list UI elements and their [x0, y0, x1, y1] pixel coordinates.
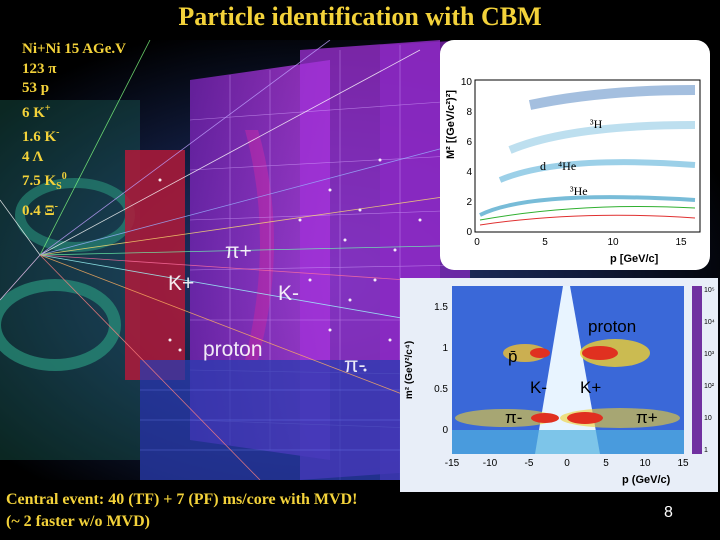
plot-top-label-he4: ⁴He: [558, 159, 576, 173]
collision-system: Ni+Ni 15 AGe.V: [22, 41, 126, 57]
plot-top-y-tick: 8: [466, 107, 472, 118]
plot-top-x-tick: 5: [542, 237, 548, 248]
plot-bottom-x-axis-label: p (GeV/c): [622, 474, 671, 486]
plot-bottom-x-tick: 0: [564, 458, 570, 469]
scene-label-piminus: π-: [344, 354, 366, 377]
plot-bottom-x-tick: 15: [677, 458, 689, 469]
particle-line: 0.4 Ξ-: [22, 200, 59, 219]
plot-top-label-he3: ³He: [570, 184, 588, 198]
particle-line: 1.6 K-: [22, 127, 60, 145]
z-scale-tick: 1: [704, 447, 708, 454]
plot-bottom-label-kplus: K+: [580, 378, 601, 397]
plot-bottom-label-piminus: π-: [505, 408, 522, 427]
plot-bottom-label-piplus: π+: [636, 408, 658, 427]
plot-bottom-y-axis-label: m² (GeV²/c⁴): [404, 341, 415, 399]
plot-bottom-x-tick: -10: [483, 458, 498, 469]
plot-top-x-axis-label: p [GeV/c]: [610, 253, 659, 265]
plot-top-label-d: d: [540, 159, 546, 173]
plot-bottom-x-tick: 10: [639, 458, 651, 469]
plot-top-y-tick: 2: [466, 197, 472, 208]
plot-bottom-x-tick: -5: [525, 458, 534, 469]
plot-top-y-axis-label: M² [(GeV/c²)²]: [445, 90, 457, 159]
particle-line: 4 Λ: [22, 148, 44, 165]
plot-top-y-tick: 4: [466, 167, 472, 178]
scene-label-kminus: K-: [278, 282, 299, 305]
plot-bottom-y-tick: 0: [442, 425, 448, 436]
plot-bottom-label-proton: proton: [588, 317, 636, 336]
plot-top-label-h3: ³H: [590, 117, 603, 131]
particle-line: 6 K+: [22, 102, 51, 121]
caption-line-1: Central event: 40 (TF) + 7 (PF) ms/core …: [6, 491, 358, 508]
z-scale-tick: 10⁵: [704, 287, 715, 294]
plot-bottom-x-tick: -15: [445, 458, 460, 469]
plot-bottom-label-pbar: p̄: [508, 347, 517, 366]
z-scale-tick: 10: [704, 415, 712, 422]
particle-line: 53 p: [22, 80, 50, 96]
z-scale-tick: 10⁴: [704, 319, 715, 326]
event-composition: Ni+Ni 15 AGe.V 123 π 53 p 6 K+ 1.6 K- 4 …: [22, 40, 126, 221]
caption: Central event: 40 (TF) + 7 (PF) ms/core …: [6, 489, 357, 533]
mass-squared-vs-momentum-plot: M² [(GeV/c²)²] p [GeV/c] ³H d ⁴He ³He 0 …: [440, 40, 710, 270]
z-scale-tick: 10³: [704, 351, 715, 358]
slide-title: Particle identification with CBM: [178, 2, 542, 31]
plot-top-x-tick: 15: [675, 237, 687, 248]
z-scale-tick: 10²: [704, 383, 715, 390]
plot-bottom-label-kminus: K-: [530, 378, 547, 397]
scene-label-kplus: K+: [168, 272, 195, 295]
plot-bottom-y-tick: 1.5: [434, 302, 448, 313]
plot-bottom-y-tick: 1: [442, 343, 448, 354]
caption-line-2: (~ 2 faster w/o MVD): [6, 513, 150, 530]
plot-top-x-tick: 0: [474, 237, 480, 248]
plot-top-y-tick: 6: [466, 137, 472, 148]
plot-bottom-x-tick: 5: [603, 458, 609, 469]
page-number: 8: [664, 504, 673, 521]
mass-squared-vs-signed-momentum-plot: 10⁵ 10⁴ 10³ 10² 10 1 proton p̄ K- K+ π- …: [400, 278, 718, 492]
particle-line: 7.5 KS0: [22, 171, 67, 192]
scene-label-piplus: π+: [225, 240, 252, 263]
plot-bottom-y-tick: 0.5: [434, 384, 448, 395]
plot-top-y-tick: 0: [466, 227, 472, 238]
plot-top-y-tick: 10: [461, 77, 473, 88]
particle-line: 123 π: [22, 60, 57, 77]
scene-label-proton: proton: [203, 338, 263, 361]
plot-top-x-tick: 10: [607, 237, 619, 248]
